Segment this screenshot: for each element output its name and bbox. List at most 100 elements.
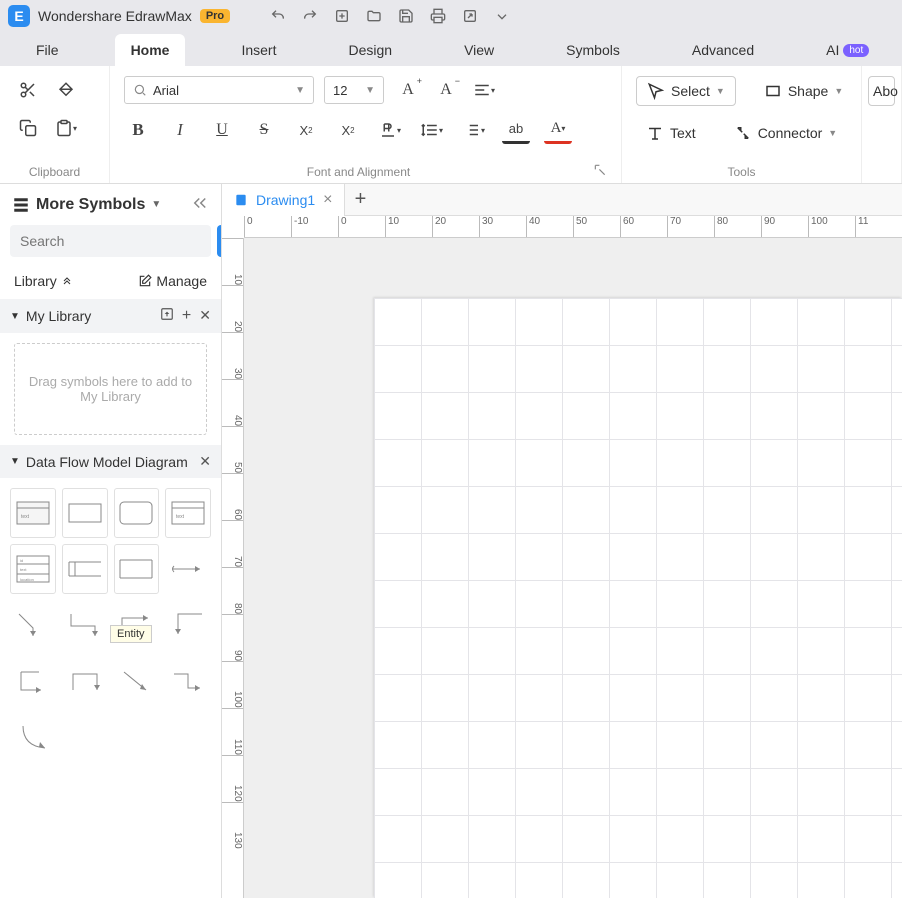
subscript-button[interactable]: X2 [334,116,362,144]
menu-insert[interactable]: Insert [225,34,292,66]
shape-entity[interactable] [62,488,108,538]
font-family-select[interactable]: Arial ▼ [124,76,314,104]
font-size-select[interactable]: 12 ▼ [324,76,384,104]
select-tool-button[interactable]: Select ▼ [636,76,736,106]
menu-advanced[interactable]: Advanced [676,34,770,66]
shape-datastore[interactable]: idtextlocation [10,544,56,594]
list-button[interactable]: ▾ [460,116,488,144]
about-button[interactable]: Abo [868,76,895,106]
font-group-expand-icon[interactable] [593,163,607,177]
ruler-v-tick: 70 [222,520,243,567]
mylib-dropzone[interactable]: Drag symbols here to add to My Library [14,343,207,435]
canvas-paper[interactable] [374,298,902,898]
select-tool-label: Select [671,83,710,99]
shape-curve[interactable] [10,712,56,762]
mylibrary-section-head[interactable]: ▼My Library + ✕ [0,299,221,333]
paste-button[interactable]: ▾ [52,114,80,142]
sidebar-title[interactable]: More Symbols ▼ [12,196,161,214]
search-row: Search [0,225,221,267]
group-label-tools: Tools [636,165,847,179]
shape-flow-arrow[interactable] [165,544,211,594]
ribbon: ▾ Clipboard Arial ▼ 12 ▼ A+ A− ▾ [0,66,902,184]
decrease-font-button[interactable]: A− [432,76,460,104]
manage-button[interactable]: Manage [138,273,207,289]
ruler-h-tick: 30 [479,216,526,237]
ruler-h-tick: 10 [385,216,432,237]
quickaccess-more-button[interactable] [490,4,514,28]
sidebar-collapse-button[interactable] [191,194,209,215]
save-button[interactable] [394,4,418,28]
svg-text:id: id [20,558,23,563]
shape-conn-7[interactable] [114,656,160,706]
new-button[interactable] [330,4,354,28]
ruler-vertical: 10 20 30 40 50 60 70 80 90 100 110 120 1… [222,238,244,898]
mylib-import-icon[interactable] [160,307,174,325]
shape-openrect-1[interactable] [62,544,108,594]
shape-conn-4[interactable] [165,600,211,650]
shape-tool-button[interactable]: Shape ▼ [754,76,853,106]
format-painter-button[interactable] [52,76,80,104]
menu-symbols[interactable]: Symbols [550,34,636,66]
strikethrough-button[interactable]: S [250,116,278,144]
svg-text:text: text [21,514,30,520]
mylib-close-icon[interactable]: ✕ [199,307,211,325]
italic-button[interactable]: I [166,116,194,144]
ruler-v-tick: 30 [222,332,243,379]
ruler-v-tick: 130 [222,802,243,849]
shape-process-1[interactable]: text [10,488,56,538]
connector-tool-button[interactable]: Connector ▼ [724,118,848,148]
open-button[interactable] [362,4,386,28]
shape-conn-1[interactable] [10,600,56,650]
pro-badge: Pro [200,9,230,23]
ruler-v-tick: 20 [222,285,243,332]
menu-file[interactable]: File [20,34,75,66]
group-label-font: Font and Alignment [307,165,410,179]
ribbon-group-font: Arial ▼ 12 ▼ A+ A− ▾ B I U S X2 X2 ▾ ▾ [110,66,622,183]
canvas-page-background[interactable] [324,238,902,898]
menu-home[interactable]: Home [115,34,186,66]
print-button[interactable] [426,4,450,28]
dfm-section-head[interactable]: ▼Data Flow Model Diagram ✕ [0,445,221,478]
redo-button[interactable] [298,4,322,28]
menu-view[interactable]: View [448,34,510,66]
highlight-button[interactable]: ab [502,116,530,144]
titlebar: E Wondershare EdrawMax Pro [0,0,902,32]
search-input[interactable] [10,225,211,257]
close-tab-button[interactable]: × [323,191,332,209]
library-toggle[interactable]: Library [14,273,73,289]
undo-button[interactable] [266,4,290,28]
svg-text:text: text [176,514,185,520]
ribbon-group-about: Abo [862,66,902,183]
document-name: Drawing1 [256,192,315,208]
text-tool-button[interactable]: Text [636,118,706,148]
ruler-v-tick: 60 [222,473,243,520]
font-color-button[interactable]: A▾ [544,116,572,144]
shape-openrect-2[interactable] [114,544,160,594]
bold-button[interactable]: B [124,116,152,144]
app-logo: E [8,5,30,27]
copy-button[interactable] [14,114,42,142]
text-orientation-button[interactable]: ▾ [376,116,404,144]
menu-ai[interactable]: AI hot [810,34,885,66]
add-tab-button[interactable]: + [345,188,375,211]
app-title: Wondershare EdrawMax [38,8,192,24]
menu-design[interactable]: Design [332,34,408,66]
line-spacing-button[interactable]: ▾ [418,116,446,144]
shape-process-2[interactable]: text [165,488,211,538]
shape-conn-8[interactable] [165,656,211,706]
ruler-horizontal: 0 -10 0 10 20 30 40 50 60 70 80 90 100 1… [244,216,902,238]
document-tab[interactable]: Drawing1 × [222,184,345,216]
shape-rounded[interactable] [114,488,160,538]
shape-conn-6[interactable] [62,656,108,706]
canvas-area: Drawing1 × + 0 -10 0 10 20 30 40 50 60 7… [222,184,902,898]
shape-conn-2[interactable] [62,600,108,650]
shape-conn-5[interactable] [10,656,56,706]
mylib-add-icon[interactable]: + [182,307,191,325]
underline-button[interactable]: U [208,116,236,144]
export-button[interactable] [458,4,482,28]
align-button[interactable]: ▾ [470,76,498,104]
superscript-button[interactable]: X2 [292,116,320,144]
cut-button[interactable] [14,76,42,104]
increase-font-button[interactable]: A+ [394,76,422,104]
dfm-close-icon[interactable]: ✕ [199,453,211,470]
